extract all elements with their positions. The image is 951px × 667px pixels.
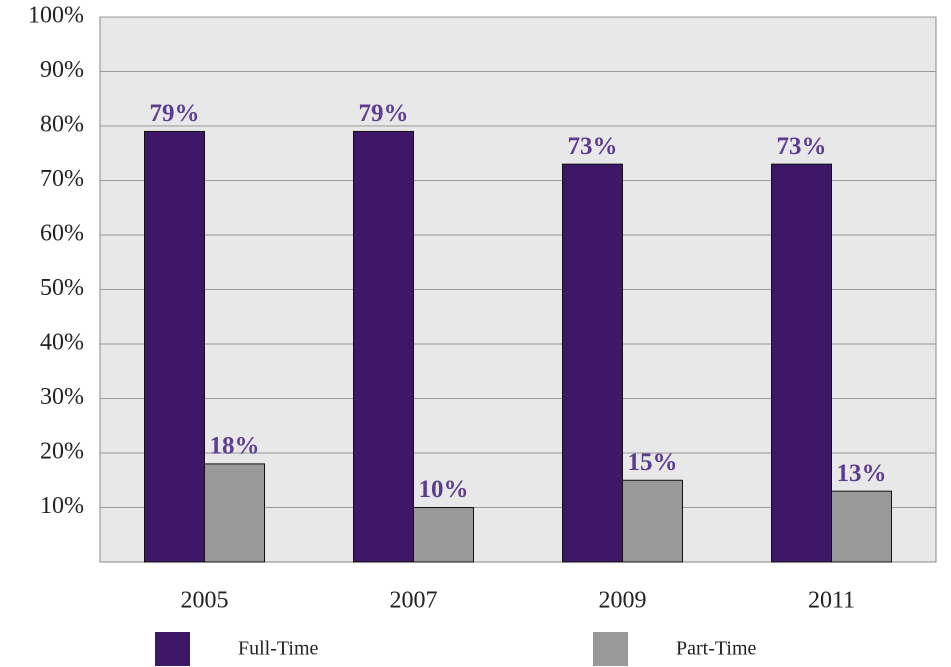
y-tick-label: 90% xyxy=(40,57,84,83)
legend-label: Full-Time xyxy=(238,638,319,660)
y-tick-label: 40% xyxy=(40,330,84,356)
bar xyxy=(413,507,474,563)
bar xyxy=(771,163,832,563)
bar xyxy=(562,163,623,563)
bar xyxy=(622,479,683,563)
x-tick-label: 2005 xyxy=(181,588,229,614)
bar xyxy=(831,490,892,563)
x-tick-label: 2007 xyxy=(390,588,438,614)
bar xyxy=(144,130,205,563)
value-label: 73% xyxy=(777,133,827,160)
y-tick-label: 50% xyxy=(40,275,84,301)
bar xyxy=(204,463,265,563)
y-tick-label: 80% xyxy=(40,112,84,138)
legend-swatch xyxy=(593,632,628,666)
value-label: 79% xyxy=(359,100,409,127)
legend-swatch xyxy=(155,632,190,666)
y-tick-label: 10% xyxy=(40,493,84,519)
value-label: 79% xyxy=(150,100,200,127)
value-label: 10% xyxy=(419,476,469,503)
value-label: 15% xyxy=(628,449,678,476)
x-tick-label: 2009 xyxy=(599,588,647,614)
y-tick-label: 100% xyxy=(28,3,84,29)
x-tick-label: 2011 xyxy=(808,588,855,614)
legend-label: Part-Time xyxy=(676,638,757,660)
value-label: 13% xyxy=(837,460,887,487)
bar xyxy=(353,130,414,563)
y-tick-label: 70% xyxy=(40,166,84,192)
y-tick-label: 20% xyxy=(40,439,84,465)
value-label: 18% xyxy=(210,433,260,460)
y-tick-label: 30% xyxy=(40,384,84,410)
y-tick-label: 60% xyxy=(40,221,84,247)
value-label: 73% xyxy=(568,133,618,160)
